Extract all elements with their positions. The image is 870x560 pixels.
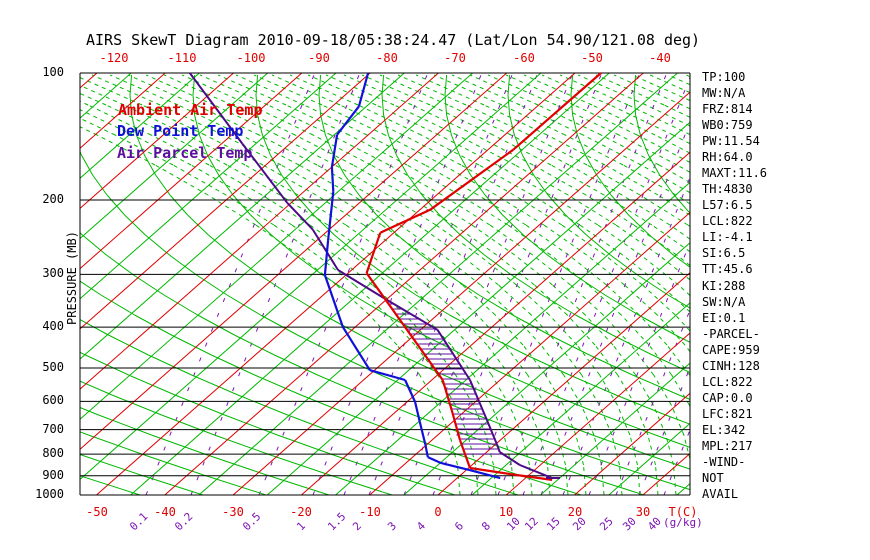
y-axis-tick-label: 700	[42, 422, 64, 436]
ambient-air-temp-curve	[365, 72, 602, 481]
y-axis-tick-label: 500	[42, 360, 64, 374]
stats-line: CAP:0.0	[702, 390, 753, 405]
x-axis-bottom-tick-label: -30	[222, 505, 244, 519]
dew-point-temp-curve	[323, 72, 501, 480]
x-axis-top-tick-label: -60	[513, 51, 535, 65]
plot-border	[79, 72, 691, 496]
stats-line: LCL:822	[702, 374, 753, 389]
stats-line: AVAIL	[702, 487, 739, 502]
y-axis-tick-label: 900	[42, 468, 64, 482]
x-axis-bottom-tick-label: 0	[434, 505, 442, 519]
stats-line: NOT	[702, 471, 724, 485]
x-axis-bottom-tick-label: -10	[359, 505, 381, 519]
air-parcel-temp-curve	[188, 72, 553, 480]
stats-line: LI:-4.1	[702, 230, 753, 245]
y-axis-tick-label: 400	[42, 319, 64, 333]
dry-adiabat-lines	[79, 74, 691, 496]
stats-line: L57:6.5	[702, 198, 753, 213]
y-axis-tick-label: 600	[42, 393, 64, 407]
stats-line: LCL:822	[702, 214, 753, 229]
x-axis-top-tick-label: -70	[444, 51, 466, 65]
x-axis-top-tick-label: -40	[649, 51, 671, 65]
x-axis-top-tick-label: -80	[376, 51, 398, 65]
cape-hatch-area	[389, 303, 502, 455]
stats-line: EI:0.1	[702, 310, 746, 325]
stats-line: WB0:759	[702, 118, 753, 133]
x-axis-bottom-tick-label: 20	[567, 505, 583, 519]
x-axis-bottom-tick-label: -40	[154, 505, 176, 519]
y-axis-title: PRESSURE (MB)	[65, 231, 79, 325]
stats-line: MW:N/A	[702, 86, 746, 101]
x-axis-top-tick-label: -120	[99, 51, 129, 65]
x-axis-top-tick-label: -50	[581, 51, 603, 65]
y-axis-tick-label: 1000	[35, 487, 64, 501]
stats-line: -PARCEL-	[702, 326, 760, 341]
stats-line: FRZ:814	[702, 102, 753, 117]
x-axis-top-tick-label: -90	[308, 51, 330, 65]
stats-line: LFC:821	[702, 406, 753, 421]
stats-line: TP:100	[702, 70, 746, 84]
moist-adiabat-lines	[79, 74, 691, 496]
stats-line: TH:4830	[702, 182, 753, 197]
x-axis-top-tick-label: -110	[167, 51, 197, 65]
x-axis-bottom-tick-label: 10	[498, 505, 514, 519]
stats-line: EL:342	[702, 422, 746, 437]
stats-line: -WIND-	[702, 454, 746, 469]
legend-dew-point-temp: Dew Point Temp	[117, 122, 244, 140]
y-axis-tick-label: 800	[42, 446, 64, 460]
stats-line: MPL:217	[702, 438, 753, 453]
x-axis-bottom-tick-label: 30	[635, 505, 651, 519]
mixing-ratio-unit-label: (g/kg)	[663, 516, 703, 529]
stats-line: TT:45.6	[702, 262, 753, 277]
legend-air-parcel-temp: Air Parcel Temp	[117, 144, 253, 162]
stats-line: RH:64.0	[702, 150, 753, 165]
stats-line: CAPE:959	[702, 342, 760, 357]
x-axis-unit-label: T(C)	[668, 505, 698, 519]
page-title: AIRS SkewT Diagram 2010-09-18/05:38:24.4…	[86, 31, 701, 49]
x-axis-bottom-tick-label: -50	[86, 505, 108, 519]
stats-line: SI:6.5	[702, 246, 746, 261]
y-axis-tick-label: 200	[42, 192, 64, 206]
y-axis-tick-label: 100	[42, 65, 64, 79]
stats-line: SW:N/A	[702, 294, 746, 309]
minor-isotherm-lines	[79, 72, 691, 496]
x-axis-bottom-tick-label: -20	[290, 505, 312, 519]
stats-line: MAXT:11.6	[702, 166, 768, 181]
y-axis-tick-label: 300	[42, 266, 64, 280]
major-isotherm-lines	[79, 72, 691, 496]
stats-line: CINH:128	[702, 358, 760, 373]
stats-line: PW:11.54	[702, 134, 760, 149]
stats-line: KI:288	[702, 278, 746, 293]
x-axis-top-tick-label: -100	[236, 51, 266, 65]
legend-ambient-air-temp: Ambient Air Temp	[118, 101, 263, 119]
